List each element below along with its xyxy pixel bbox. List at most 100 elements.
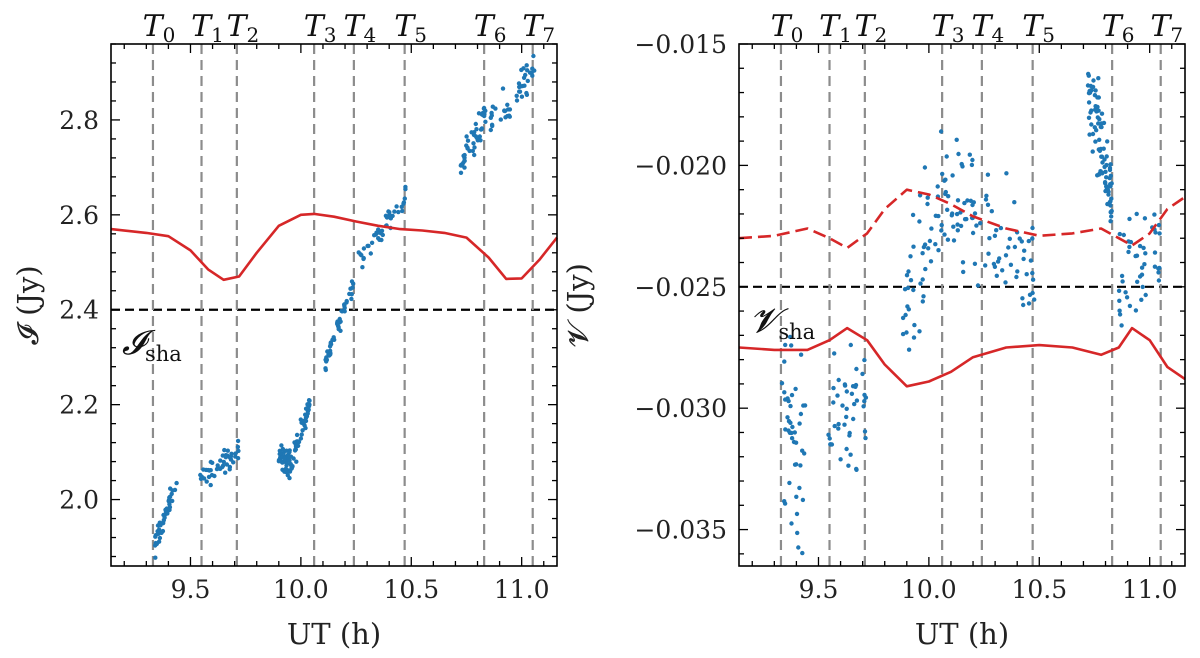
data-point <box>1030 225 1035 231</box>
data-point <box>301 418 307 423</box>
data-point <box>290 464 295 469</box>
data-point <box>1121 232 1127 238</box>
data-point <box>474 135 479 140</box>
data-point <box>1006 245 1011 250</box>
data-point <box>224 462 230 467</box>
data-point <box>800 550 805 556</box>
data-point <box>294 432 300 438</box>
data-point <box>1137 243 1143 249</box>
data-point <box>218 458 223 463</box>
data-point <box>954 211 960 217</box>
data-point <box>294 459 299 464</box>
data-point <box>1109 214 1114 219</box>
model-curve-solid <box>738 326 1186 388</box>
data-point <box>479 112 485 117</box>
data-point <box>225 448 230 453</box>
data-point <box>464 134 469 139</box>
data-point <box>524 90 529 96</box>
data-point <box>478 138 483 143</box>
data-point <box>503 115 508 120</box>
data-point <box>1032 297 1037 302</box>
data-point <box>847 433 852 438</box>
data-point <box>282 456 287 461</box>
data-point <box>862 399 867 404</box>
data-point <box>945 237 951 242</box>
data-point <box>325 349 330 354</box>
data-point <box>1143 251 1148 256</box>
data-point <box>349 292 354 297</box>
data-point <box>1117 231 1123 237</box>
data-point <box>842 383 848 388</box>
epoch-label-7: T7 <box>522 9 555 47</box>
data-point <box>366 243 371 249</box>
data-point <box>828 442 833 447</box>
data-point <box>985 172 991 177</box>
data-point <box>917 193 923 198</box>
data-point <box>287 449 292 455</box>
data-point <box>361 256 366 262</box>
axes-frame <box>110 43 558 567</box>
data-point <box>525 78 530 84</box>
data-point <box>1017 236 1022 241</box>
data-point <box>1107 175 1112 181</box>
data-point <box>1026 301 1032 306</box>
data-point <box>786 428 791 433</box>
data-point <box>1095 95 1100 100</box>
data-point <box>849 391 855 396</box>
data-point <box>1156 278 1162 283</box>
data-point <box>1126 249 1131 255</box>
data-point <box>944 154 949 159</box>
y-tick-label: 2.4 <box>59 296 99 325</box>
data-point <box>900 331 906 337</box>
data-point <box>969 162 975 168</box>
data-point <box>955 198 961 203</box>
data-point <box>967 152 972 157</box>
data-point <box>1102 157 1107 162</box>
data-point <box>943 191 948 197</box>
data-point <box>984 193 989 198</box>
data-point <box>1127 303 1133 309</box>
data-point <box>972 211 978 216</box>
data-point <box>368 251 373 256</box>
data-point <box>1117 312 1123 317</box>
data-point <box>387 210 392 215</box>
data-point <box>521 75 527 81</box>
data-point <box>782 390 787 395</box>
data-point <box>863 435 868 441</box>
data-point <box>1108 182 1113 187</box>
data-point <box>198 472 203 478</box>
data-point <box>470 148 475 154</box>
data-point <box>1012 244 1018 250</box>
data-point <box>852 401 857 407</box>
data-point <box>1003 253 1009 258</box>
data-point <box>844 446 849 452</box>
data-point <box>502 108 507 113</box>
data-point <box>342 302 347 307</box>
data-point <box>1139 265 1145 270</box>
data-point <box>1105 187 1111 192</box>
data-point <box>1139 297 1144 302</box>
data-point <box>800 497 806 503</box>
data-point <box>1021 248 1027 253</box>
data-point <box>481 106 487 111</box>
data-point <box>911 335 917 340</box>
data-point <box>970 202 975 208</box>
data-point <box>794 511 800 517</box>
data-point <box>788 403 793 409</box>
y-tick-label: −0.030 <box>634 394 727 423</box>
data-point <box>906 269 911 274</box>
data-point <box>832 423 837 429</box>
data-point <box>1093 104 1098 109</box>
data-point <box>505 102 510 108</box>
data-point <box>473 121 478 127</box>
data-point <box>1093 107 1098 112</box>
epoch-label-1: T1 <box>819 9 852 47</box>
data-point <box>826 432 831 437</box>
data-point <box>305 402 310 407</box>
data-point <box>1108 219 1113 224</box>
data-point <box>369 240 375 245</box>
data-point <box>796 545 801 550</box>
data-point <box>235 444 241 450</box>
reference-label: 𝓥sha <box>750 301 815 344</box>
data-point <box>1137 274 1143 279</box>
